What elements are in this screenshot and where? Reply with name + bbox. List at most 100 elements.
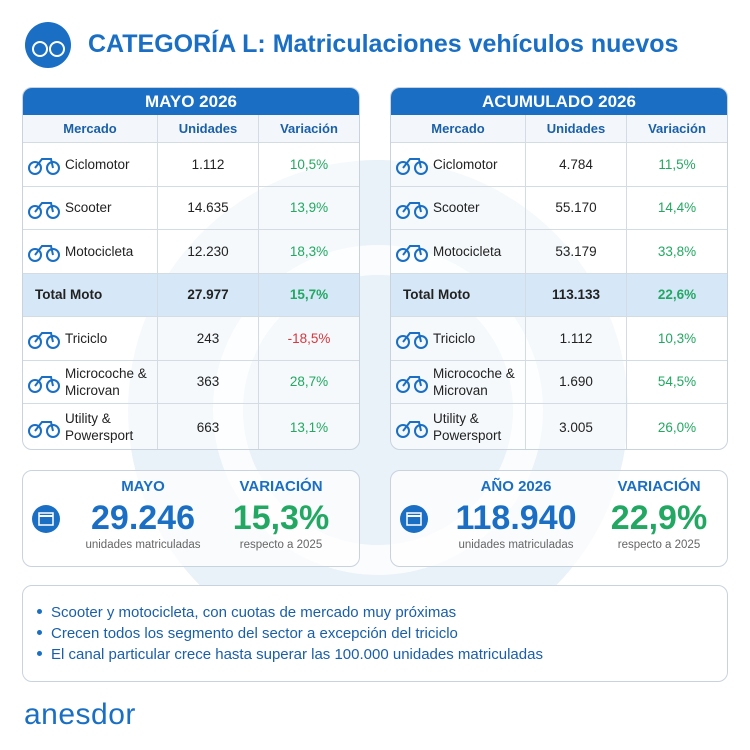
bullet-dot: [37, 651, 42, 656]
market-name: Utility & Powersport: [65, 411, 134, 443]
market-cell: Motocicleta: [391, 230, 526, 274]
units-cell: 55.170: [526, 186, 627, 230]
market-cell: Total Moto: [23, 273, 158, 317]
table: ACUMULADO 2026 Mercado Unidades Variación Ci…: [390, 87, 728, 450]
period-value: 118.940: [455, 499, 577, 537]
bullet-text: Crecen todos los segmento del sector a e…: [51, 625, 458, 642]
column-header: Variación: [259, 115, 359, 143]
vehicle-icon: [396, 375, 428, 393]
market-name: Utility & Powersport: [433, 411, 502, 443]
change-caption: respecto a 2025: [239, 539, 323, 551]
column-header: Mercado: [391, 115, 526, 143]
bullet-text: El canal particular crece hasta superar …: [51, 646, 543, 663]
units-cell: 27.977: [158, 273, 259, 317]
units-cell: 1.112: [158, 143, 259, 187]
vehicle-icon: [28, 201, 60, 219]
market-name: Motocicleta: [433, 243, 502, 259]
period-caption: unidades matriculadas: [458, 539, 574, 551]
change-cell: 33,8%: [627, 230, 727, 274]
vehicle-icon: [28, 332, 60, 350]
vehicle-icon: [396, 158, 428, 176]
table-grid: Mercado Unidades Variación Ciclomotor 1.112 1…: [23, 115, 359, 449]
bullet-item: El canal particular crece hasta superar …: [37, 644, 727, 665]
title-icon-wheel: [32, 41, 48, 57]
market-name: Total Moto: [35, 287, 103, 303]
title-icon: [25, 22, 71, 68]
market-name: Total Moto: [403, 287, 471, 303]
bullet-box: Scooter y motocicleta, con cuotas de mer…: [22, 585, 728, 682]
change-cell: 28,7%: [259, 361, 359, 404]
change-cell: 13,9%: [259, 187, 359, 230]
market-cell: Utility & Powersport: [391, 404, 526, 449]
change-cell: 15,7%: [259, 273, 359, 317]
summary-box: AÑO 2026 118.940 unidades matriculadas VARI…: [390, 470, 728, 567]
vehicle-icon: [28, 421, 60, 438]
units-cell: 53.179: [526, 230, 627, 274]
title-icon-wheel: [49, 41, 65, 57]
change-cell: 11,5%: [627, 143, 727, 187]
market-cell: Triciclo: [391, 317, 526, 361]
table-title: MAYO 2026: [23, 88, 359, 115]
market-cell: Microcoche & Microvan: [391, 360, 526, 404]
change-cell: 26,0%: [657, 419, 697, 435]
table-grid: Mercado Unidades Variación Ciclomotor 4.784 1…: [391, 115, 727, 449]
calendar-icon: [32, 505, 60, 533]
units-cell: 4.784: [526, 143, 627, 187]
period-caption: unidades matriculadas: [85, 539, 201, 551]
vehicle-icon: [28, 375, 60, 393]
change-label: VARIACIÓN: [617, 478, 701, 495]
period-value: 29.246: [91, 499, 195, 537]
bullet-text: Scooter y motocicleta, con cuotas de mer…: [51, 604, 457, 621]
market-name: Scooter: [433, 200, 480, 216]
market-name: Microcoche & Microvan: [433, 365, 515, 398]
market-name: Motocicleta: [65, 243, 134, 259]
period-label: MAYO: [121, 478, 165, 495]
vehicle-icon: [396, 421, 428, 438]
units-cell: 1.112: [526, 317, 627, 361]
table: MAYO 2026 Mercado Unidades Variación Ciclomo…: [22, 87, 360, 450]
logo: anesdor: [24, 698, 136, 731]
column-header: Unidades: [526, 115, 627, 143]
market-name: Microcoche & Microvan: [65, 365, 147, 398]
market-cell: Scooter: [23, 186, 158, 230]
change-cell: -18,5%: [259, 317, 359, 361]
market-name: Triciclo: [433, 330, 476, 346]
period-label: AÑO 2026: [480, 478, 552, 495]
market-name: Ciclomotor: [65, 156, 130, 172]
change-cell: 54,5%: [627, 361, 727, 404]
change-cell: 13,1%: [289, 419, 329, 435]
change-value: 22,9%: [610, 499, 708, 537]
market-cell: Ciclomotor: [23, 143, 158, 187]
column-header: Unidades: [158, 115, 259, 143]
market-cell: Total Moto: [391, 273, 526, 317]
change-cell: 14,4%: [627, 187, 727, 230]
units-cell: 1.690: [526, 360, 627, 404]
vehicle-icon: [396, 245, 428, 263]
market-name: Scooter: [65, 200, 112, 216]
calendar-icon: [400, 505, 428, 533]
bullet-item: Scooter y motocicleta, con cuotas de mer…: [37, 602, 727, 623]
change-value: 15,3%: [232, 499, 330, 537]
market-cell: Ciclomotor: [391, 143, 526, 187]
units-cell: 12.230: [158, 230, 259, 274]
change-caption: respecto a 2025: [617, 539, 701, 551]
market-cell: Scooter: [391, 186, 526, 230]
units-cell: 3.005: [526, 404, 627, 449]
units-cell: 243: [158, 317, 259, 361]
title: CATEGORÍA L: Matriculaciones vehículos n…: [88, 30, 679, 58]
vehicle-icon: [396, 332, 428, 350]
units-cell: 663: [158, 404, 259, 449]
change-cell: 10,5%: [259, 143, 359, 187]
market-name: Triciclo: [65, 330, 108, 346]
change-cell: 10,3%: [627, 317, 727, 361]
bullet-item: Crecen todos los segmento del sector a e…: [37, 623, 727, 644]
vehicle-icon: [396, 201, 428, 219]
bullet-dot: [37, 609, 42, 614]
vehicle-icon: [28, 158, 60, 176]
market-cell: Motocicleta: [23, 230, 158, 274]
market-cell: Triciclo: [23, 317, 158, 361]
column-header: Mercado: [23, 115, 158, 143]
change-label: VARIACIÓN: [239, 478, 323, 495]
vehicle-icon: [28, 245, 60, 263]
